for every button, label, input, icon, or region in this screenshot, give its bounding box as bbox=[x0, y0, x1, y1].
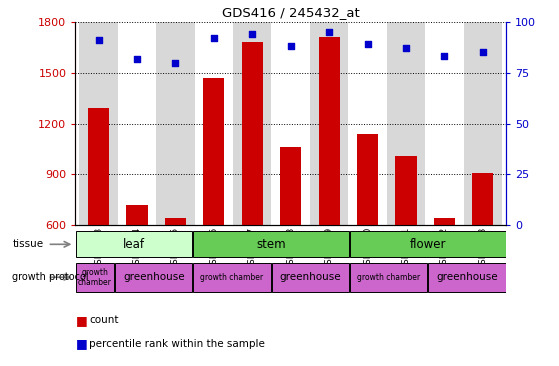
Text: growth chamber: growth chamber bbox=[201, 273, 263, 282]
Point bbox=[132, 56, 141, 61]
Bar bbox=[319, 37, 340, 225]
Bar bbox=[428, 263, 505, 292]
Bar bbox=[195, 22, 233, 225]
Point bbox=[248, 31, 257, 37]
Point bbox=[479, 49, 487, 55]
Text: growth chamber: growth chamber bbox=[357, 273, 420, 282]
Bar bbox=[88, 108, 109, 225]
Point bbox=[171, 60, 180, 66]
Text: flower: flower bbox=[409, 238, 446, 251]
Bar bbox=[76, 231, 192, 258]
Bar bbox=[472, 173, 494, 225]
Bar bbox=[348, 22, 387, 225]
Text: count: count bbox=[89, 315, 119, 325]
Bar bbox=[241, 42, 263, 225]
Bar bbox=[425, 22, 463, 225]
Bar bbox=[156, 22, 195, 225]
Point bbox=[286, 44, 295, 49]
Text: leaf: leaf bbox=[123, 238, 145, 251]
Text: tissue: tissue bbox=[12, 239, 44, 249]
Bar bbox=[76, 263, 114, 292]
Bar bbox=[395, 156, 416, 225]
Text: growth protocol: growth protocol bbox=[12, 272, 89, 282]
Text: stem: stem bbox=[257, 238, 286, 251]
Bar bbox=[165, 218, 186, 225]
Bar bbox=[280, 147, 301, 225]
Point bbox=[363, 41, 372, 47]
Bar bbox=[79, 22, 118, 225]
Text: percentile rank within the sample: percentile rank within the sample bbox=[89, 339, 266, 349]
Point bbox=[401, 45, 410, 51]
Bar bbox=[350, 263, 427, 292]
Bar bbox=[126, 205, 148, 225]
Bar bbox=[434, 218, 455, 225]
Point bbox=[210, 35, 219, 41]
Point bbox=[440, 53, 449, 59]
Text: ■: ■ bbox=[75, 314, 87, 327]
Text: growth
chamber: growth chamber bbox=[78, 268, 112, 287]
Point bbox=[325, 29, 334, 35]
Bar bbox=[118, 22, 156, 225]
Point bbox=[94, 37, 103, 43]
Bar bbox=[233, 22, 272, 225]
Text: greenhouse: greenhouse bbox=[280, 272, 341, 282]
Bar bbox=[387, 22, 425, 225]
Text: ■: ■ bbox=[75, 337, 87, 351]
Text: greenhouse: greenhouse bbox=[123, 272, 184, 282]
Bar bbox=[310, 22, 348, 225]
Text: greenhouse: greenhouse bbox=[436, 272, 498, 282]
Bar bbox=[463, 22, 502, 225]
Bar bbox=[193, 231, 349, 258]
Title: GDS416 / 245432_at: GDS416 / 245432_at bbox=[222, 6, 359, 19]
Bar bbox=[357, 134, 378, 225]
Bar bbox=[272, 22, 310, 225]
Bar bbox=[193, 263, 271, 292]
Bar bbox=[115, 263, 192, 292]
Bar bbox=[203, 78, 224, 225]
Bar bbox=[350, 231, 505, 258]
Bar bbox=[272, 263, 349, 292]
